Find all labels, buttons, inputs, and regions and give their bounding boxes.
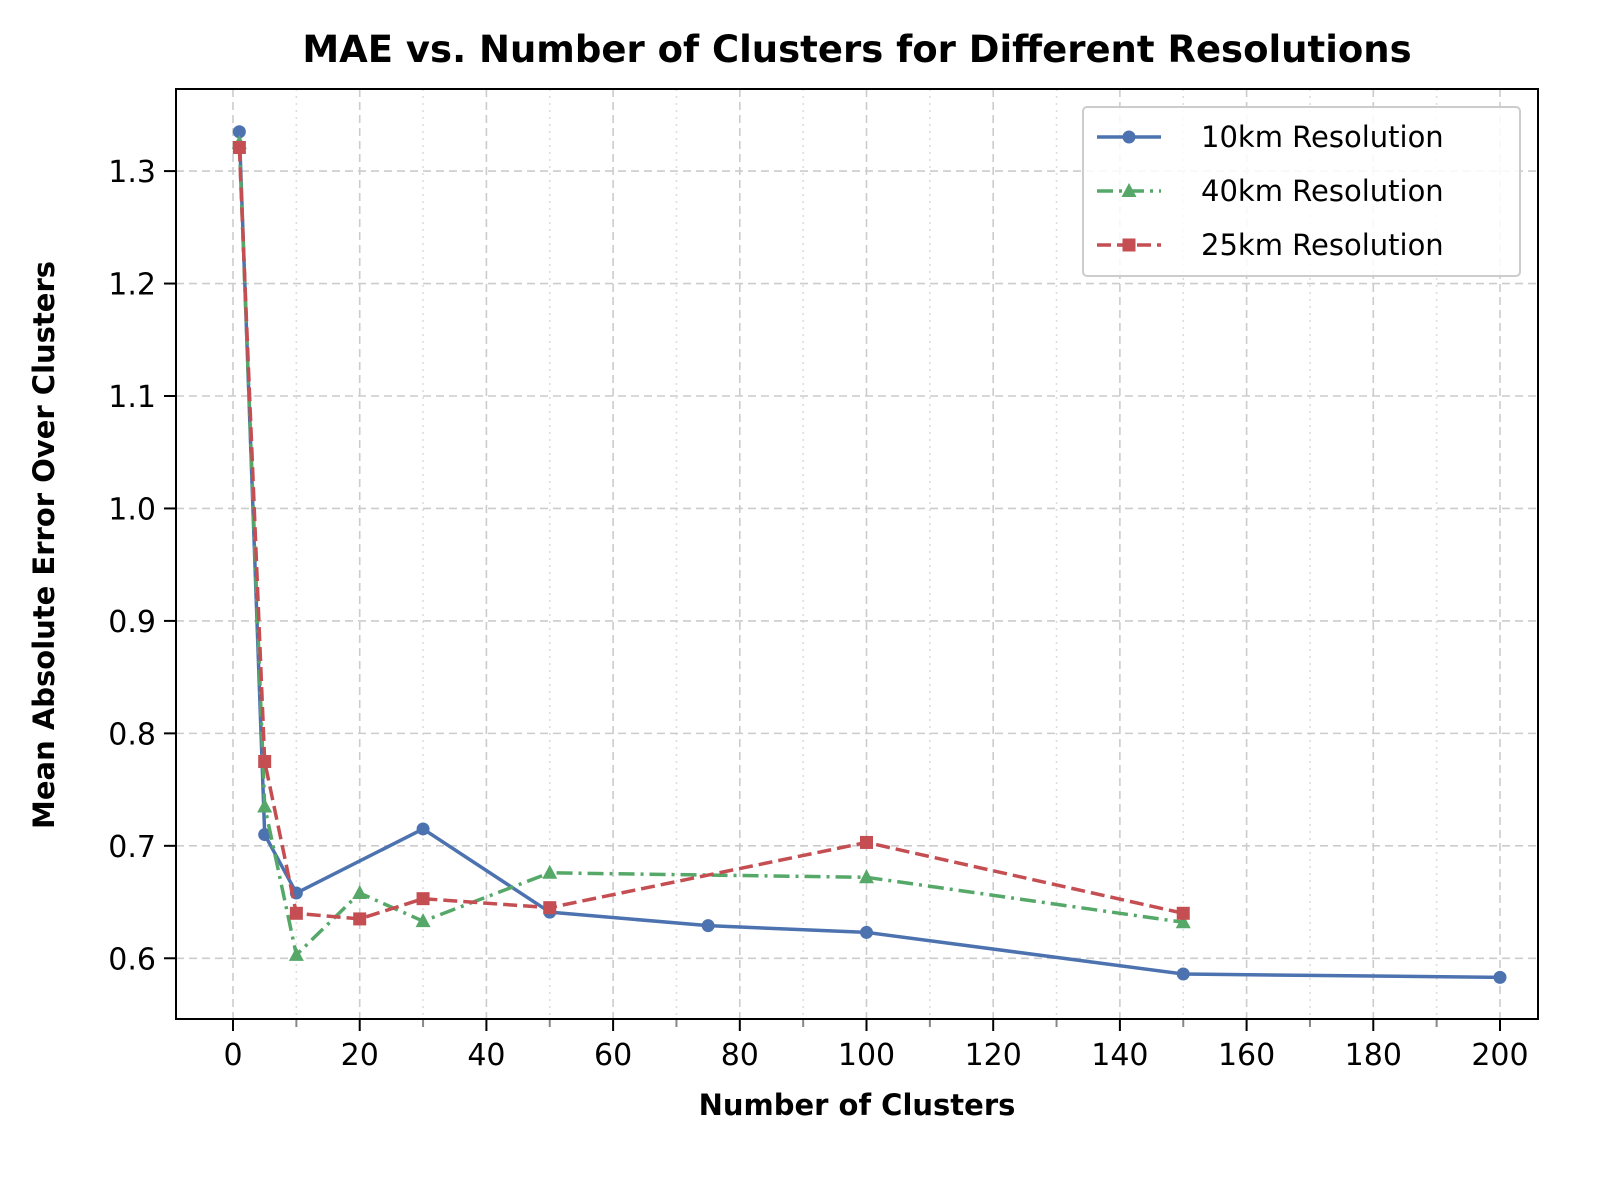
data-point — [543, 901, 557, 915]
x-tick-label: 80 — [721, 1038, 759, 1073]
x-tick-label: 100 — [838, 1038, 895, 1073]
y-tick-label: 0.8 — [108, 717, 156, 752]
y-axis-label: Mean Absolute Error Over Clusters — [27, 261, 61, 829]
data-point — [258, 828, 272, 842]
y-tick-label: 1.1 — [108, 380, 156, 415]
axis-ticks: 0 20 40 60 80 100 120 140 160 180 200 0.6 0.7 0.8 0.9 1… — [108, 155, 1528, 1073]
legend-marker — [1121, 183, 1137, 197]
plot-frame — [175, 88, 1539, 1020]
data-point — [859, 869, 875, 884]
data-point — [860, 925, 874, 939]
legend: 10km Resolution 40km Resolution 25km Resol… — [1082, 106, 1521, 277]
legend-entry: 25km Resolution — [1097, 228, 1444, 262]
legend-label: 25km Resolution — [1201, 228, 1444, 262]
series-lines — [231, 125, 1507, 984]
data-point — [416, 822, 430, 836]
y-tick-label: 1.2 — [108, 268, 156, 303]
data-point — [232, 125, 246, 139]
data-point — [258, 754, 272, 768]
legend-entry: 40km Resolution — [1097, 174, 1444, 208]
y-tick-label: 1.3 — [108, 155, 156, 190]
data-point — [257, 798, 273, 813]
legend-box — [1082, 106, 1521, 277]
data-point — [232, 140, 246, 154]
x-tick-label: 180 — [1345, 1038, 1402, 1073]
data-point — [542, 864, 558, 879]
legend-entry: 10km Resolution — [1097, 120, 1444, 154]
data-point — [701, 919, 715, 933]
data-point — [353, 912, 367, 926]
data-point — [352, 885, 368, 900]
x-tick-label: 160 — [1218, 1038, 1275, 1073]
x-tick-label: 0 — [223, 1038, 242, 1073]
data-point — [416, 892, 430, 906]
x-tick-label: 60 — [594, 1038, 632, 1073]
data-point — [415, 913, 431, 928]
data-point — [1175, 914, 1191, 929]
y-tick-label: 0.9 — [108, 605, 156, 640]
data-point — [289, 906, 303, 920]
data-point — [288, 946, 304, 961]
data-point — [1493, 970, 1507, 984]
x-tick-label: 200 — [1471, 1038, 1528, 1073]
y-tick-label: 1.0 — [108, 492, 156, 527]
series-3 — [232, 140, 1190, 926]
chart-title: MAE vs. Number of Clusters for Different… — [302, 28, 1411, 71]
data-point — [1176, 967, 1190, 981]
x-tick-label: 20 — [341, 1038, 379, 1073]
legend-marker — [1122, 238, 1136, 252]
series-line — [237, 147, 1184, 921]
y-tick-label: 0.7 — [108, 830, 156, 865]
x-tick-label: 140 — [1091, 1038, 1148, 1073]
data-point — [1176, 906, 1190, 920]
legend-label: 10km Resolution — [1201, 120, 1444, 154]
legend-marker — [1122, 130, 1136, 144]
y-tick-label: 0.6 — [108, 942, 156, 977]
data-point — [860, 835, 874, 849]
x-tick-label: 120 — [965, 1038, 1022, 1073]
x-axis-label: Number of Clusters — [699, 1088, 1016, 1122]
legend-label: 40km Resolution — [1201, 174, 1444, 208]
x-tick-label: 40 — [467, 1038, 505, 1073]
